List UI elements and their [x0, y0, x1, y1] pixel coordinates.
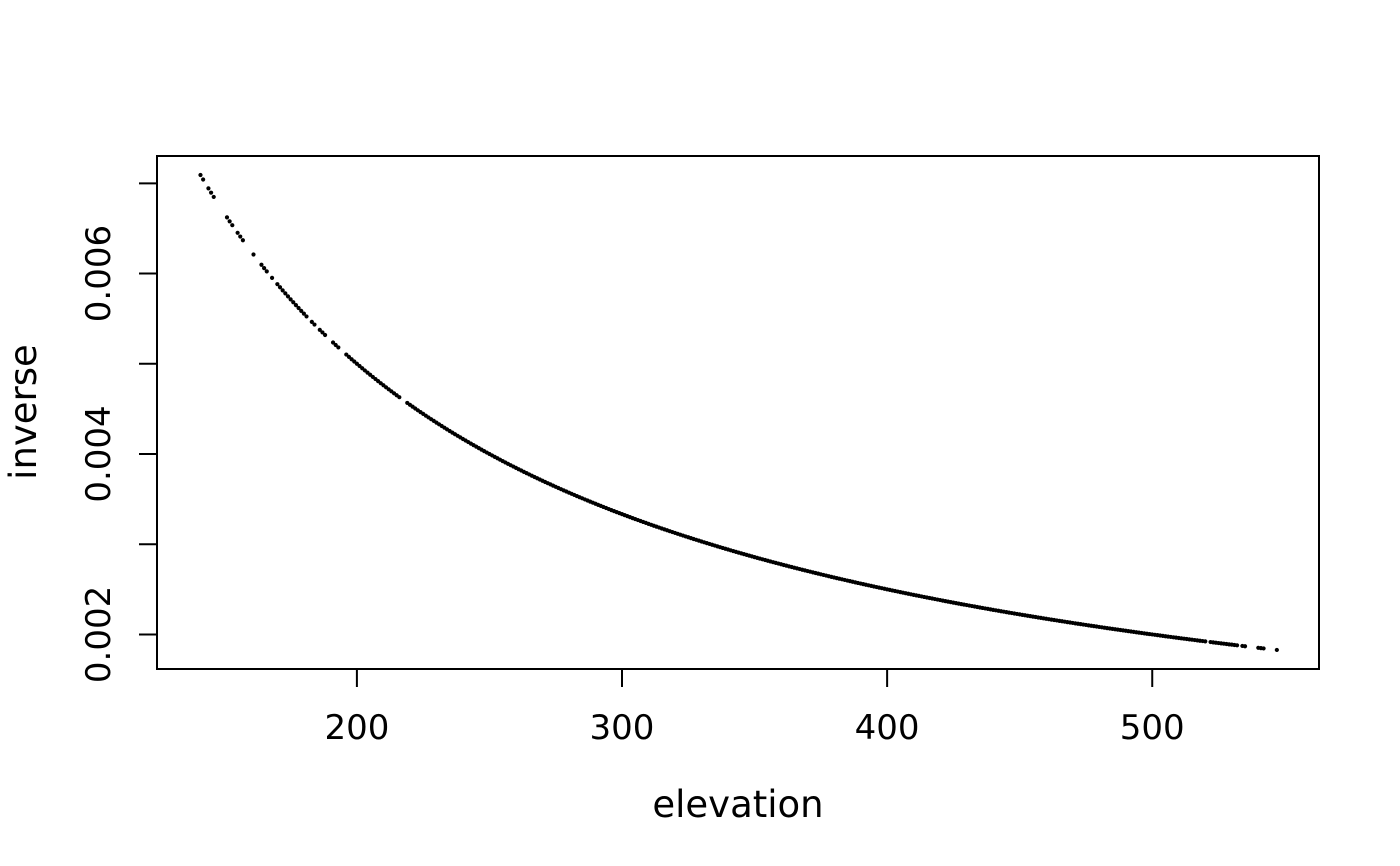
data-point [224, 215, 230, 220]
data-point [397, 395, 402, 400]
data-point [259, 262, 264, 267]
data-point [312, 322, 317, 327]
data-point [285, 294, 291, 299]
data-point [330, 340, 336, 345]
plot-box-border [156, 155, 1320, 670]
data-point [309, 319, 314, 324]
data-point [333, 342, 338, 348]
y-tick-label: 0.004 [79, 405, 119, 502]
data-point [320, 330, 325, 335]
data-point [317, 327, 322, 332]
data-point [322, 332, 328, 338]
data-point [293, 303, 299, 308]
data-point [277, 285, 283, 290]
data-point [1234, 643, 1240, 648]
data-point [206, 186, 211, 191]
x-tick-label: 200 [324, 708, 389, 748]
data-point [1274, 647, 1279, 653]
data-point [1261, 646, 1266, 651]
y-tick-label: 0.006 [79, 225, 119, 322]
y-tick-label: 0.002 [79, 586, 119, 683]
x-tick-label: 400 [855, 708, 920, 748]
data-point [288, 297, 293, 302]
data-point [264, 269, 269, 274]
data-point [240, 238, 245, 243]
x-tick-label: 500 [1120, 708, 1185, 748]
data-point [291, 300, 296, 305]
data-point [235, 230, 240, 235]
data-point [208, 190, 214, 195]
data-point [1203, 639, 1208, 644]
data-point [299, 308, 304, 313]
data-point [1242, 644, 1248, 649]
x-axis-title: elevation [652, 783, 823, 826]
data-point [301, 311, 306, 316]
data-point [304, 314, 309, 319]
scatter-points [198, 172, 1279, 653]
data-point [238, 234, 243, 239]
data-point [269, 275, 275, 280]
data-point [280, 288, 285, 293]
y-axis: 0.002 0.004 0.006 [79, 182, 157, 683]
data-point [251, 252, 256, 257]
data-point [227, 219, 232, 224]
data-point [211, 194, 216, 200]
data-point [336, 345, 341, 350]
data-point [230, 223, 235, 228]
x-tick-label: 300 [590, 708, 655, 748]
data-point [296, 305, 301, 311]
data-point [198, 172, 203, 178]
data-point [201, 177, 206, 182]
data-point [283, 291, 288, 296]
y-axis-title: inverse [2, 344, 45, 480]
data-point [262, 265, 267, 271]
x-axis: 200 300 400 500 [324, 669, 1185, 748]
data-point [275, 282, 280, 287]
